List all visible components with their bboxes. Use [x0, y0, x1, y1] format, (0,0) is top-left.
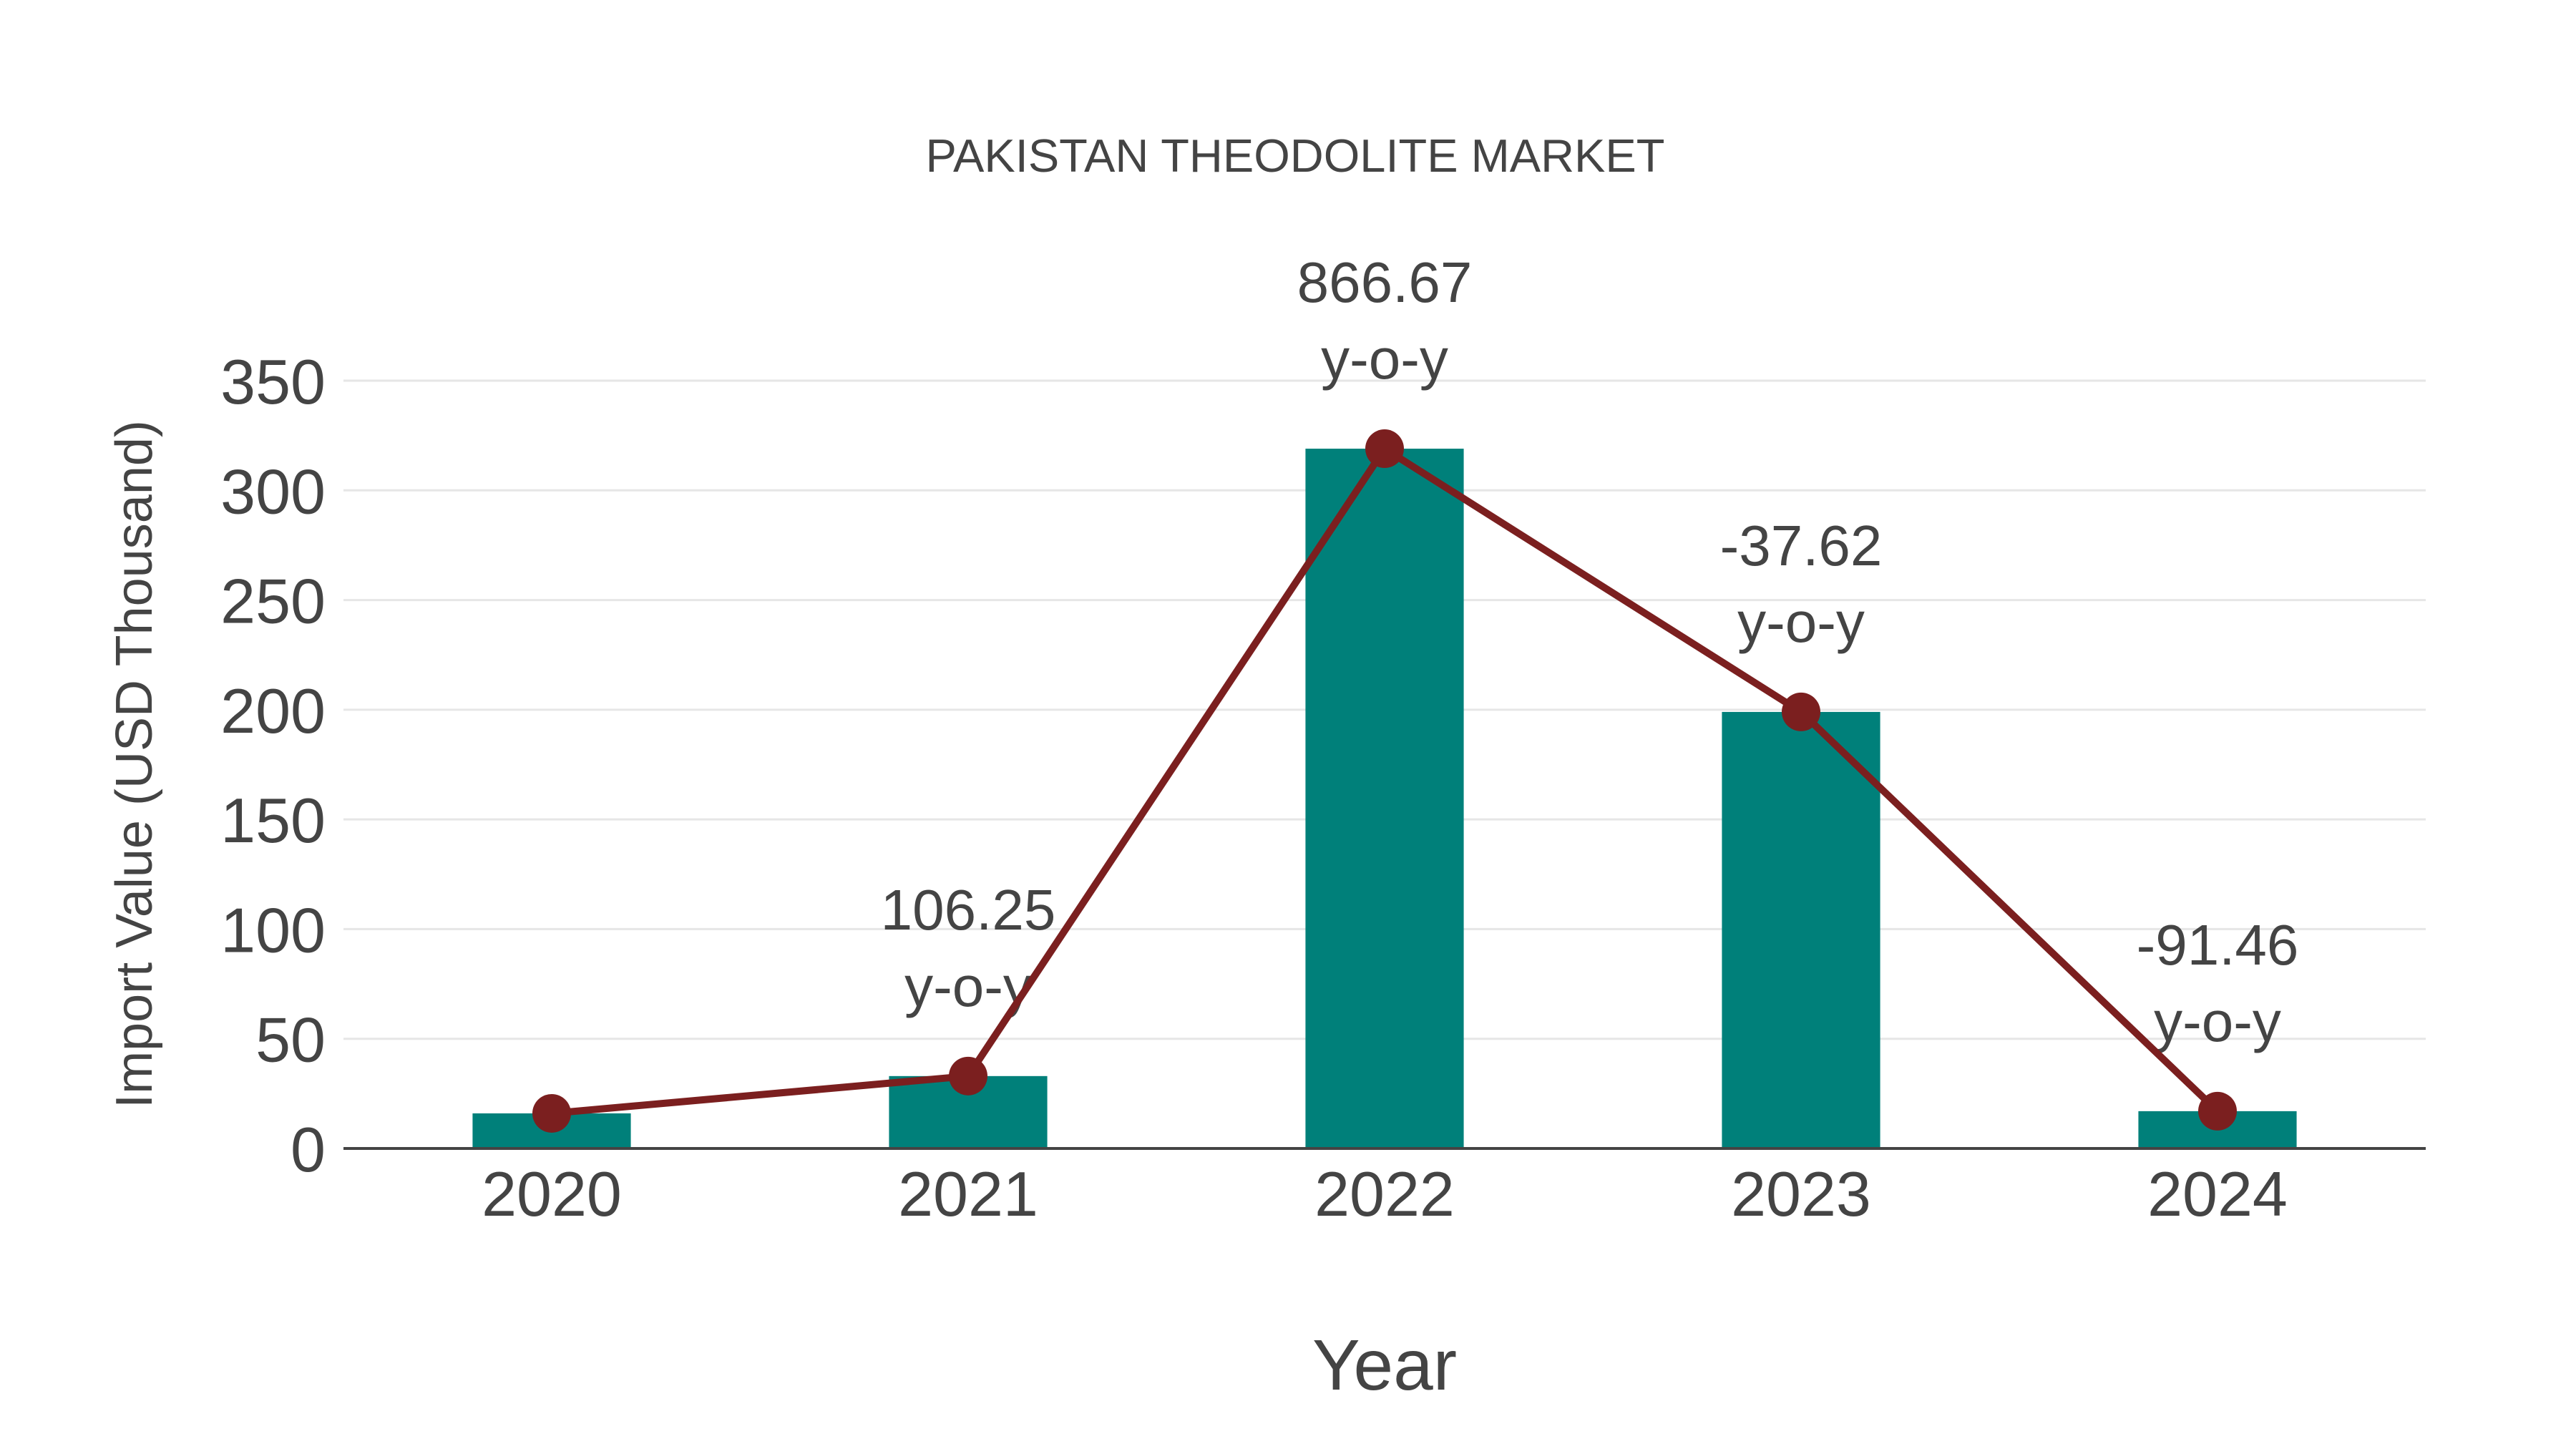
- marker-2021: [949, 1056, 987, 1096]
- marker-2022: [1365, 429, 1404, 469]
- marker-2024: [2198, 1091, 2237, 1131]
- y-tick-label: 300: [220, 456, 326, 527]
- yoy-value-2021: 106.25: [881, 878, 1056, 942]
- yoy-value-2022: 866.67: [1297, 250, 1473, 314]
- yoy-annotations: 106.25y-o-y866.67y-o-y-37.62y-o-y-91.46y…: [881, 250, 2299, 1053]
- x-tick-label: 2024: [2147, 1158, 2288, 1229]
- y-tick-label: 150: [220, 785, 326, 856]
- yoy-value-2024: -91.46: [2137, 913, 2299, 977]
- x-tick-label: 2021: [898, 1158, 1038, 1229]
- y-axis-title: Import Value (USD Thousand): [106, 420, 163, 1108]
- x-axis-title: Year: [1312, 1325, 1457, 1405]
- x-tick-label: 2023: [1731, 1158, 1871, 1229]
- y-tick-label: 350: [220, 346, 326, 417]
- chart-title: PAKISTAN THEODOLITE MARKET: [926, 130, 1665, 182]
- bar-2023: [1722, 711, 1880, 1148]
- marker-2023: [1782, 692, 1820, 731]
- x-tick-label: 2022: [1314, 1158, 1455, 1229]
- line-series: [532, 429, 2237, 1133]
- y-axis-ticks: 0 50 100 150 200 250 300 350: [220, 346, 326, 1185]
- y-tick-label: 0: [291, 1114, 326, 1185]
- marker-2020: [532, 1093, 571, 1133]
- yoy-value-2023: -37.62: [1720, 514, 1883, 577]
- y-tick-label: 100: [220, 894, 326, 965]
- x-axis-ticks: 2020 2021 2022 2023 2024: [482, 1158, 2288, 1229]
- bar-2022: [1305, 449, 1464, 1148]
- bar-series: [472, 449, 2297, 1148]
- y-tick-label: 50: [255, 1005, 326, 1075]
- x-tick-label: 2020: [482, 1158, 622, 1229]
- yoy-suffix-2024: y-o-y: [2154, 990, 2281, 1053]
- yoy-suffix-2022: y-o-y: [1321, 327, 1448, 391]
- y-tick-label: 250: [220, 566, 326, 637]
- y-tick-label: 200: [220, 675, 326, 746]
- yoy-suffix-2023: y-o-y: [1737, 590, 1865, 654]
